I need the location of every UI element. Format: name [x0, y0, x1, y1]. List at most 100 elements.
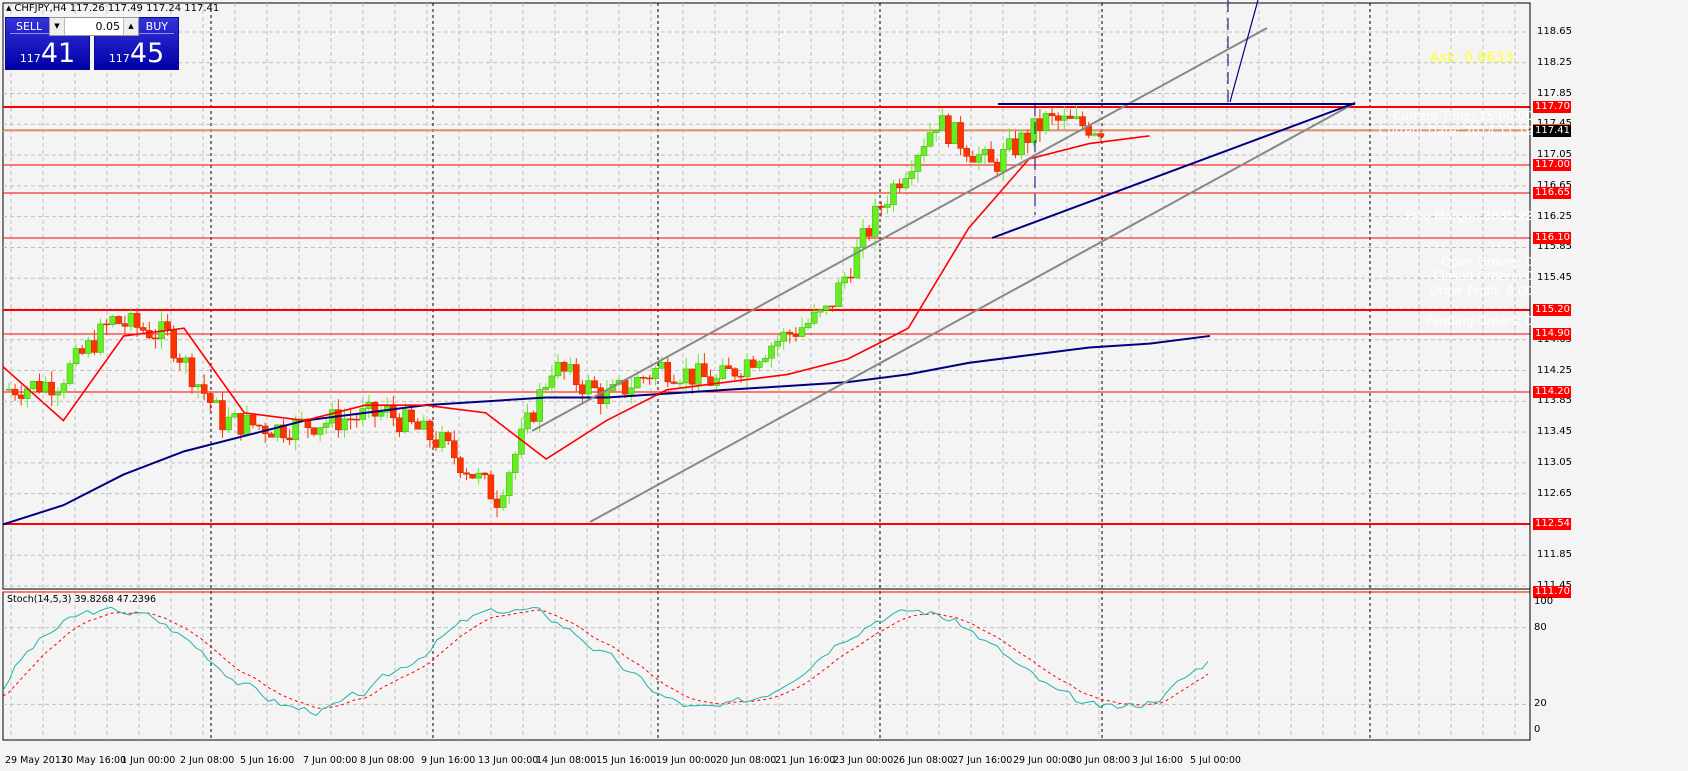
candle-body — [243, 414, 251, 435]
lot-size-stepper[interactable]: ▼ 0.05 ▲ — [49, 17, 139, 36]
time-label: 15 Jun 16:00 — [596, 755, 657, 766]
level-price-tag: 114.90 — [1533, 328, 1571, 340]
candle-body — [1012, 138, 1019, 156]
lot-decrease-icon[interactable]: ▼ — [50, 18, 65, 35]
candle-body — [1000, 149, 1007, 172]
candle-body — [554, 362, 562, 377]
candle-body — [451, 440, 458, 459]
sell-label: SELL — [10, 20, 57, 34]
candle-body — [566, 364, 574, 372]
buy-price-prefix: 117 — [108, 52, 130, 65]
account-info-line: Current Date: 2014.11.19 — [1378, 124, 1533, 138]
candle-body — [1054, 115, 1062, 121]
level-price-tag: 112.54 — [1533, 518, 1571, 530]
candle-body — [621, 379, 629, 395]
candle-body — [139, 327, 147, 331]
buy-price-pips: 45 — [129, 38, 165, 69]
candle-body — [627, 387, 635, 395]
price-tick: 111.45 — [1537, 580, 1572, 591]
candle-body — [1091, 133, 1099, 136]
collapse-arrow-icon[interactable]: ▲ — [6, 4, 12, 12]
candle-body — [1030, 118, 1038, 143]
candle-body — [676, 382, 684, 385]
candle-body — [597, 387, 604, 404]
account-info-line: Closed Orders: 0 — [1433, 269, 1533, 283]
target-arrow-line — [1229, 0, 1259, 103]
time-label: 29 Jun 00:00 — [1013, 755, 1074, 766]
candle-body — [963, 148, 970, 157]
stoch-tick: 80 — [1534, 621, 1547, 633]
candle-body — [951, 122, 958, 144]
candle-body — [768, 345, 775, 359]
candle-body — [878, 205, 885, 208]
candle-body — [194, 384, 202, 388]
candle-body — [164, 321, 171, 330]
candle-body — [268, 433, 275, 438]
lot-size-input[interactable]: 0.05 — [95, 20, 121, 33]
sell-price-pips: 41 — [40, 38, 76, 69]
candle-body — [786, 331, 794, 335]
time-label: 1 Jun 00:00 — [121, 755, 176, 766]
candle-body — [420, 420, 428, 430]
candle-body — [652, 368, 659, 379]
candle-body — [829, 305, 836, 308]
candle-body — [731, 368, 739, 377]
fast-moving-average — [2, 135, 1150, 461]
candle-body — [115, 316, 123, 324]
ask-overlay: Ask: 0.8633 — [1430, 50, 1514, 66]
candle-body — [60, 383, 68, 393]
candle-body — [97, 323, 104, 353]
lot-increase-icon[interactable]: ▲ — [123, 18, 138, 35]
account-info-line: Free Margin: 3831.92 — [1405, 209, 1533, 223]
price-tick: 115.85 — [1537, 241, 1572, 253]
candle-body — [310, 427, 318, 435]
candle-body — [487, 474, 495, 500]
candle-body — [1036, 118, 1044, 131]
channel-upper-line — [531, 27, 1268, 432]
candle-body — [109, 316, 116, 325]
candle-body — [847, 276, 855, 279]
candle-body — [987, 149, 995, 163]
candle-body — [402, 409, 409, 433]
candle-body — [536, 389, 543, 422]
candle-body — [42, 381, 49, 393]
time-label: 14 Jun 08:00 — [536, 755, 597, 766]
candle-body — [865, 228, 873, 237]
candle-body — [1006, 138, 1013, 150]
support-trendline — [991, 102, 1356, 239]
stoch-tick: 20 — [1534, 698, 1547, 710]
candle-body — [634, 377, 641, 389]
account-info-line: Pending Orders: 0 — [1425, 314, 1533, 328]
candle-body — [591, 380, 598, 388]
candle-body — [1079, 116, 1086, 127]
buy-price: 11745 — [95, 40, 178, 67]
candle-body — [255, 424, 263, 427]
candle-body — [993, 161, 1001, 172]
candle-body — [743, 359, 751, 378]
price-tick: 113.45 — [1537, 426, 1572, 438]
account-info-line: Open Orders: 0 — [1441, 255, 1533, 269]
sell-button[interactable]: SELL 11741 — [5, 17, 90, 70]
main-pane-frame — [2, 2, 1531, 590]
candle-body — [737, 375, 745, 378]
candle-body — [713, 378, 720, 386]
candle-body — [469, 474, 476, 479]
time-label: 27 Jun 16:00 — [952, 755, 1013, 766]
candle-body — [463, 472, 470, 475]
candle-body — [695, 363, 702, 385]
candle-body — [774, 341, 781, 347]
candle-body — [78, 348, 86, 354]
candle-body — [432, 439, 440, 448]
candle-body — [231, 413, 238, 418]
symbol-header: ▲ CHFJPY,H4 117.26 117.49 117.24 117.41 — [6, 3, 219, 14]
candle-body — [353, 418, 360, 421]
candle-body — [170, 329, 177, 359]
candle-body — [1097, 133, 1105, 137]
level-price-tag: 115.20 — [1533, 304, 1571, 316]
candle-body — [72, 348, 80, 365]
candle-body — [426, 420, 434, 441]
candle-body — [908, 171, 916, 179]
candle-body — [542, 387, 550, 390]
candle-body — [658, 362, 665, 369]
